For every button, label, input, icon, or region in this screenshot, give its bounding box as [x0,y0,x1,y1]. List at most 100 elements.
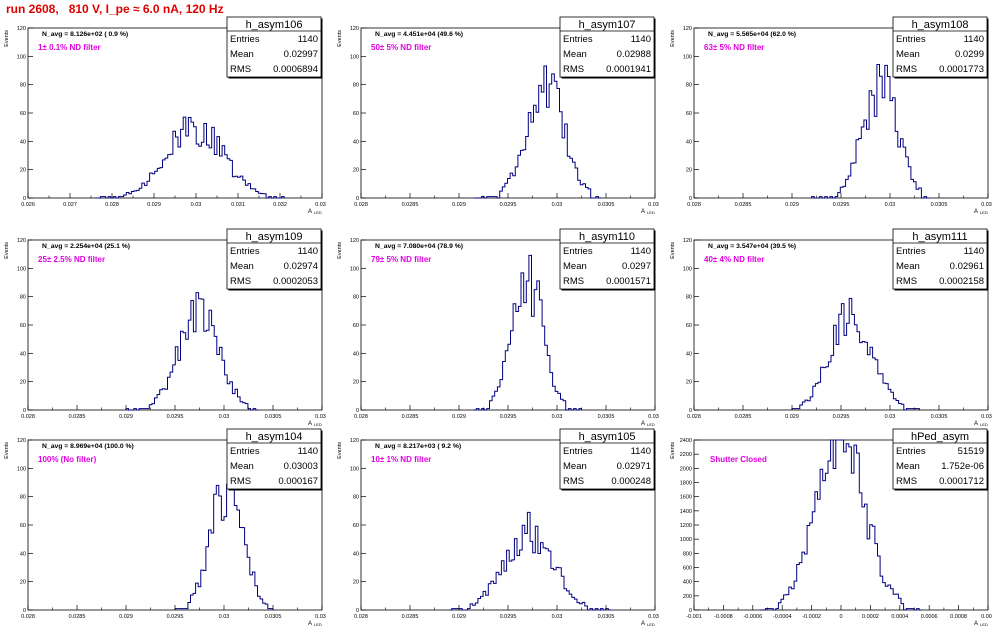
stats-value-entries: 1140 [631,246,651,257]
y-axis-label: Events [4,242,10,259]
histogram-series [791,297,920,411]
y-tick-label: 120 [350,238,359,244]
x-tick-label: 0.028 [354,614,368,620]
y-tick-label: 100 [350,466,359,472]
x-axis-sub-label: LED [314,210,322,214]
x-tick-label: 0.0305 [265,614,282,620]
stats-box [226,228,322,290]
stats-box [226,16,322,78]
x-tick-label: 0.03 [552,414,563,420]
navg-label: N_avg = 8.969e+04 (100.0 %) [42,443,134,450]
navg-label: N_avg = 7.080e+04 (78.9 %) [375,243,463,250]
x-tick-label: 0.0295 [833,202,850,208]
y-tick-label: 40 [353,551,359,557]
y-tick-label: 120 [17,26,26,32]
x-tick-label: 0.028 [354,202,368,208]
x-tick-label: 0.028 [21,614,35,620]
y-tick-label: 1400 [680,509,692,515]
y-tick-label: 100 [683,266,692,272]
histogram-name: h_asym111 [912,231,967,243]
x-axis-label: A [974,421,978,426]
y-tick-label: 120 [350,26,359,32]
x-tick-label: 0.029 [119,414,133,420]
stats-box [559,16,655,78]
y-axis-label: Events [670,442,676,459]
stats-label-entries: Entries [563,446,593,457]
stats-value-rms: 0.0001571 [606,276,651,287]
x-tick-label: 0.0004 [891,614,908,620]
x-tick-label: -0.0008 [714,614,733,620]
histogram-series [760,439,922,611]
x-tick-label: 0.0305 [598,614,615,620]
y-tick-label: 0 [23,608,26,614]
histogram-series [174,477,274,610]
y-tick-label: 0 [689,196,692,202]
stats-label-mean: Mean [563,49,587,60]
stats-value-mean: 0.02997 [284,49,318,60]
stats-value-mean: 0.0299 [955,49,984,60]
x-tick-label: 0.03 [191,202,202,208]
y-tick-label: 0 [356,408,359,414]
stats-label-entries: Entries [230,246,260,257]
y-tick-label: 2000 [680,466,692,472]
y-tick-label: 20 [20,580,26,586]
x-tick-label: 0.0295 [167,414,184,420]
stats-value-mean: 0.0297 [622,261,651,272]
histogram-panel: 0.028 0.0285 0.029 0.0295 0.03 0.0305 0.031 0 20… [333,14,662,215]
x-axis-label: A [308,421,312,426]
x-tick-label: 0.03 [885,414,896,420]
x-axis-sub-label: LED [980,622,988,626]
filter-annotation: 40± 4% ND filter [704,255,764,264]
stats-box [892,16,988,78]
stats-value-entries: 1140 [964,34,984,45]
y-tick-label: 20 [353,580,359,586]
x-tick-label: 0.031 [648,414,659,420]
x-tick-label: 0.0006 [921,614,938,620]
stats-label-entries: Entries [896,446,926,457]
stats-value-entries: 1140 [964,246,984,257]
stats-value-mean: 0.02971 [617,461,651,472]
stats-value-entries: 1140 [298,446,318,457]
histogram-series [449,511,611,611]
y-tick-label: 0 [689,608,692,614]
y-tick-label: 2400 [680,438,692,444]
x-tick-label: 0.029 [119,614,133,620]
histogram-name: h_asym105 [579,431,636,443]
histogram-series [811,64,930,199]
x-tick-label: 0.03 [219,414,230,420]
x-tick-label: 0.031 [315,414,326,420]
y-tick-label: 20 [353,168,359,174]
y-tick-label: 20 [686,168,692,174]
x-tick-label: 0.0305 [598,202,615,208]
stats-value-mean: 0.02988 [617,49,651,60]
x-tick-label: 0.031 [648,614,659,620]
x-tick-label: 0.028 [105,202,119,208]
x-tick-label: 0.0305 [598,414,615,420]
stats-label-rms: RMS [230,276,251,287]
y-tick-label: 100 [350,54,359,60]
y-axis-label: Events [670,30,676,47]
histogram-panel: 0.028 0.0285 0.029 0.0295 0.03 0.0305 0.031 0 20… [0,426,329,627]
filter-annotation: 100% (No filter) [38,455,97,464]
histogram-name: h_asym109 [246,231,303,243]
y-tick-label: 80 [353,83,359,89]
histogram-panel: 0.028 0.0285 0.029 0.0295 0.03 0.0305 0.031 0 20… [0,226,329,427]
x-tick-label: 0.031 [231,202,245,208]
y-tick-label: 1600 [680,495,692,501]
x-tick-label: 0.0305 [931,202,948,208]
x-tick-label: 0.028 [354,414,368,420]
navg-label: N_avg = 3.547e+04 (39.5 %) [708,243,796,250]
y-axis-label: Events [337,30,343,47]
filter-annotation: 10± 1% ND filter [371,455,431,464]
y-tick-label: 20 [686,380,692,386]
filter-annotation: 79± 5% ND filter [371,255,431,264]
x-tick-label: 0.033 [315,202,326,208]
x-tick-label: 0 [839,614,842,620]
x-tick-label: 0.0295 [500,614,517,620]
stats-label-mean: Mean [563,461,587,472]
stats-label-rms: RMS [563,476,584,487]
histogram-svg: 0.028 0.0285 0.029 0.0295 0.03 0.0305 0.031 0 20… [670,16,995,215]
histogram-name: h_asym107 [579,19,636,31]
stats-value-entries: 1140 [631,446,651,457]
histogram-panel: -0.001 -0.0008 -0.0006 -0.0004 -0.0002 0 0.000… [666,426,995,627]
